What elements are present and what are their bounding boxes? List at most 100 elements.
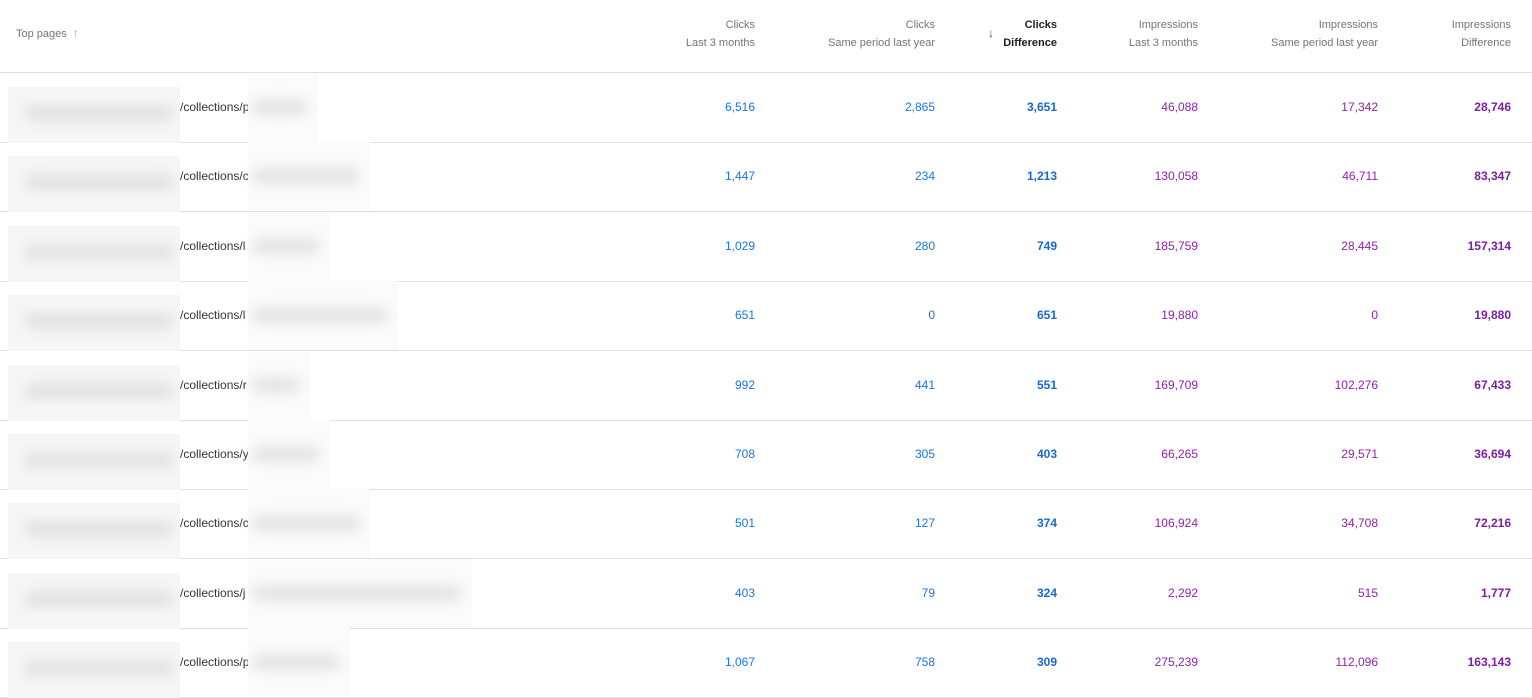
redacted-slug	[248, 142, 370, 212]
cell-i3: 36,694	[1474, 447, 1511, 461]
redacted-slug	[248, 628, 350, 698]
redacted-domain	[8, 295, 180, 352]
redacted-slug	[248, 73, 318, 142]
table-row[interactable]: /collections/r 992 441 551 169,709 102,276 67…	[0, 350, 1532, 421]
page-path[interactable]: /collections/l	[180, 308, 246, 323]
cell-c1: 992	[734, 377, 755, 392]
cell-i2: 0	[1371, 308, 1378, 323]
redacted-domain	[8, 364, 180, 421]
redacted-domain	[8, 225, 180, 282]
cell-c1: 1,029	[724, 238, 755, 253]
cell-c1: 403	[734, 585, 755, 600]
cell-c2: 127	[914, 516, 935, 531]
cell-c3: 551	[1036, 377, 1057, 392]
cell-i2: 46,711	[1342, 169, 1378, 184]
cell-i1: 106,924	[1154, 516, 1198, 531]
column-header-top-pages[interactable]: Top pages ↑	[16, 26, 79, 40]
cell-c2: 758	[914, 655, 935, 670]
redacted-slug	[248, 281, 398, 351]
cell-c3: 324	[1036, 585, 1057, 600]
cell-i1: 130,058	[1154, 169, 1198, 184]
cell-c3: 3,651	[1026, 100, 1057, 114]
column-header-label: Top pages	[16, 28, 67, 40]
cell-i1: 2,292	[1167, 585, 1198, 600]
table-row[interactable]: /collections/c 1,447 234 1,213 130,058 46,71…	[0, 142, 1532, 213]
cell-c1: 708	[734, 447, 755, 461]
page-path[interactable]: /collections/p	[180, 655, 250, 670]
cell-c2: 2,865	[904, 100, 935, 114]
column-header-clicks-difference[interactable]: Clicks Difference	[1003, 16, 1057, 52]
cell-c2: 0	[928, 308, 935, 323]
page-path[interactable]: /collections/r	[180, 377, 247, 392]
redacted-domain	[8, 642, 180, 698]
redacted-domain	[8, 503, 180, 560]
table-row[interactable]: /collections/c 501 127 374 106,924 34,708 72,…	[0, 489, 1532, 560]
header-line: Same period last year	[828, 37, 935, 49]
redacted-slug	[248, 350, 310, 420]
cell-i1: 66,265	[1161, 447, 1198, 461]
redacted-slug	[248, 558, 472, 628]
cell-c1: 1,067	[724, 655, 755, 670]
page-path[interactable]: /collections/y	[180, 447, 249, 461]
cell-c3: 651	[1036, 308, 1057, 323]
table-row[interactable]: /collections/y 708 305 403 66,265 29,571 36,6…	[0, 420, 1532, 490]
cell-i3: 72,216	[1474, 516, 1511, 531]
cell-c3: 749	[1036, 238, 1057, 253]
header-line: Same period last year	[1271, 37, 1378, 49]
redacted-slug	[248, 489, 370, 559]
cell-i2: 34,708	[1341, 516, 1378, 531]
page-path[interactable]: /collections/p	[180, 100, 250, 114]
redacted-domain	[8, 156, 180, 213]
cell-i2: 515	[1357, 585, 1378, 600]
cell-c3: 1,213	[1026, 169, 1057, 184]
cell-c2: 79	[921, 585, 935, 600]
header-line: Last 3 months	[685, 37, 755, 49]
column-header-impressions-difference[interactable]: Impressions Difference	[1452, 16, 1511, 52]
page-path[interactable]: /collections/l	[180, 238, 246, 253]
table-row[interactable]: /collections/l 1,029 280 749 185,759 28,445 1…	[0, 211, 1532, 282]
cell-c2: 280	[914, 238, 935, 253]
cell-i2: 17,342	[1341, 100, 1378, 114]
cell-c2: 234	[914, 169, 935, 184]
header-line: Impressions	[1318, 19, 1378, 31]
cell-i1: 185,759	[1154, 238, 1198, 253]
cell-c1: 501	[734, 516, 755, 531]
cell-c3: 374	[1036, 516, 1057, 531]
header-line: Difference	[1461, 37, 1511, 49]
header-line: Clicks	[1024, 19, 1057, 31]
cell-i2: 102,276	[1334, 377, 1378, 392]
column-header-clicks-same-period[interactable]: Clicks Same period last year	[828, 16, 935, 52]
sort-up-arrow-icon: ↑	[72, 26, 79, 40]
cell-c2: 305	[914, 447, 935, 461]
redacted-slug	[248, 420, 330, 489]
table-row[interactable]: /collections/j 403 79 324 2,292 515 1,777	[0, 558, 1532, 629]
redacted-domain	[8, 87, 180, 143]
cell-i3: 67,433	[1474, 377, 1511, 392]
cell-i3: 28,746	[1474, 100, 1511, 114]
page-path[interactable]: /collections/c	[180, 169, 249, 184]
page-path[interactable]: /collections/c	[180, 516, 249, 531]
table-row[interactable]: /collections/p 6,516 2,865 3,651 46,088 17,3…	[0, 73, 1532, 143]
column-header-impressions-same-period[interactable]: Impressions Same period last year	[1271, 16, 1378, 52]
redacted-domain	[8, 434, 180, 490]
table-row[interactable]: /collections/p 1,067 758 309 275,239 112,096…	[0, 628, 1532, 698]
cell-i3: 157,314	[1467, 238, 1511, 253]
cell-i2: 29,571	[1341, 447, 1378, 461]
cell-i1: 19,880	[1161, 308, 1198, 323]
header-line: Difference	[1003, 37, 1057, 49]
header-line: Impressions	[1138, 19, 1198, 31]
header-line: Clicks	[905, 19, 935, 31]
cell-i3: 19,880	[1474, 308, 1511, 323]
table-row[interactable]: /collections/l 651 0 651 19,880 0 19,880	[0, 281, 1532, 352]
cell-i3: 1,777	[1480, 585, 1511, 600]
cell-i1: 169,709	[1154, 377, 1198, 392]
column-header-impressions-last-3-months[interactable]: Impressions Last 3 months	[1129, 16, 1198, 52]
page-path[interactable]: /collections/j	[180, 585, 246, 600]
cell-i1: 46,088	[1161, 100, 1198, 114]
cell-c3: 309	[1036, 655, 1057, 670]
cell-i2: 28,445	[1341, 238, 1378, 253]
column-header-clicks-last-3-months[interactable]: Clicks Last 3 months	[686, 16, 755, 52]
cell-i3: 83,347	[1474, 169, 1511, 184]
cell-c1: 6,516	[724, 100, 755, 114]
